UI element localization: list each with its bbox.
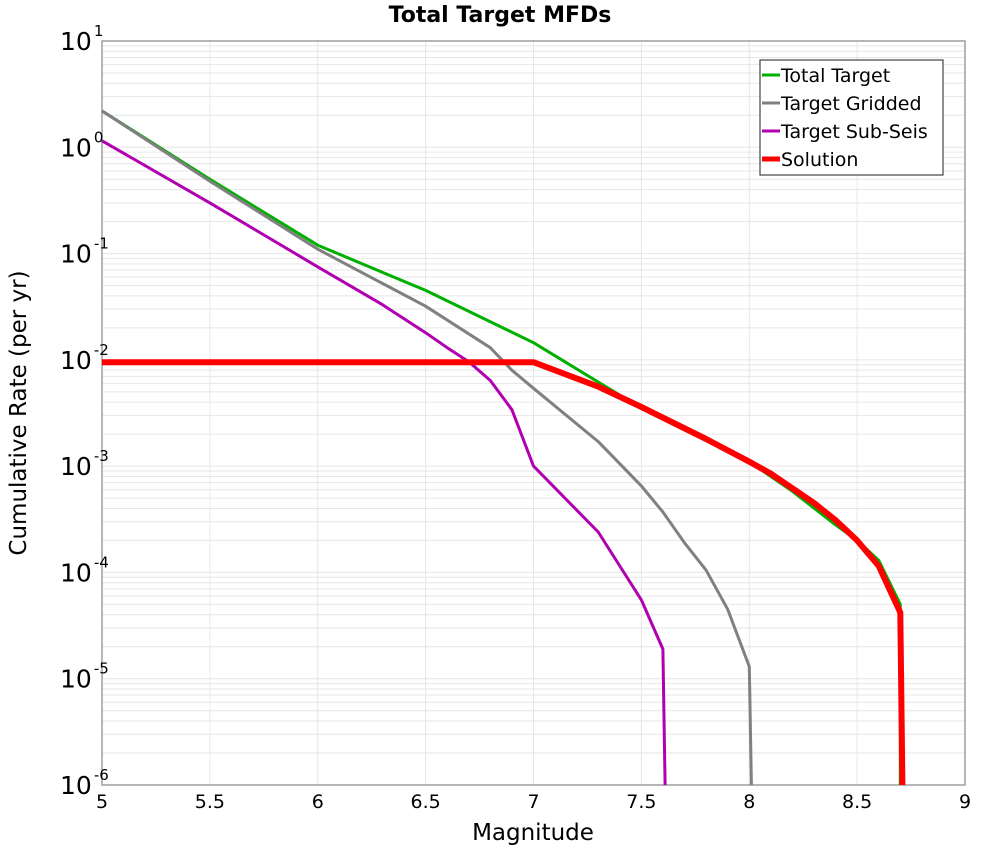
x-tick-label: 5 — [96, 791, 108, 813]
y-tick-label: 10 -4 — [60, 553, 109, 587]
plot-frame — [101, 40, 966, 786]
y-tick-label: 10 0 — [60, 128, 103, 162]
x-axis-ticks: 5 5.5 6 6.5 7 7.5 8 8.5 9 — [96, 791, 971, 813]
legend-box — [759, 59, 944, 176]
y-tick-label: 10 -6 — [60, 766, 109, 800]
legend: Total Target Target Gridded Target Sub-Sei… — [759, 59, 944, 176]
y-tick-label: 10 -1 — [60, 235, 109, 269]
series-line-1 — [101, 109, 753, 786]
chart-title: Total Target MFDs — [389, 3, 612, 28]
y-tick-label: 10 -5 — [60, 660, 109, 694]
grid-lines — [101, 41, 966, 786]
legend-label: Target Gridded — [780, 93, 922, 115]
legend-label: Total Target — [780, 65, 890, 87]
series-lines — [101, 109, 906, 786]
y-axis-label: Cumulative Rate (per yr) — [6, 270, 32, 555]
x-tick-label: 5.5 — [195, 791, 225, 813]
legend-label: Solution — [781, 149, 858, 171]
series-line-3 — [102, 359, 906, 786]
legend-label: Target Sub-Seis — [780, 121, 928, 143]
y-tick-label: 10 -3 — [60, 447, 109, 481]
x-axis-label: Magnitude — [472, 820, 594, 846]
x-tick-label: 8.5 — [842, 791, 872, 813]
x-tick-label: 9 — [959, 791, 971, 813]
y-tick-label: 10 1 — [60, 22, 103, 56]
x-tick-label: 6 — [312, 791, 324, 813]
x-tick-label: 8 — [743, 791, 755, 813]
y-tick-label: 10 -2 — [60, 341, 109, 375]
x-tick-label: 7 — [527, 791, 539, 813]
x-tick-label: 6.5 — [411, 791, 441, 813]
series-line-2 — [101, 139, 667, 786]
x-tick-label: 7.5 — [626, 791, 656, 813]
